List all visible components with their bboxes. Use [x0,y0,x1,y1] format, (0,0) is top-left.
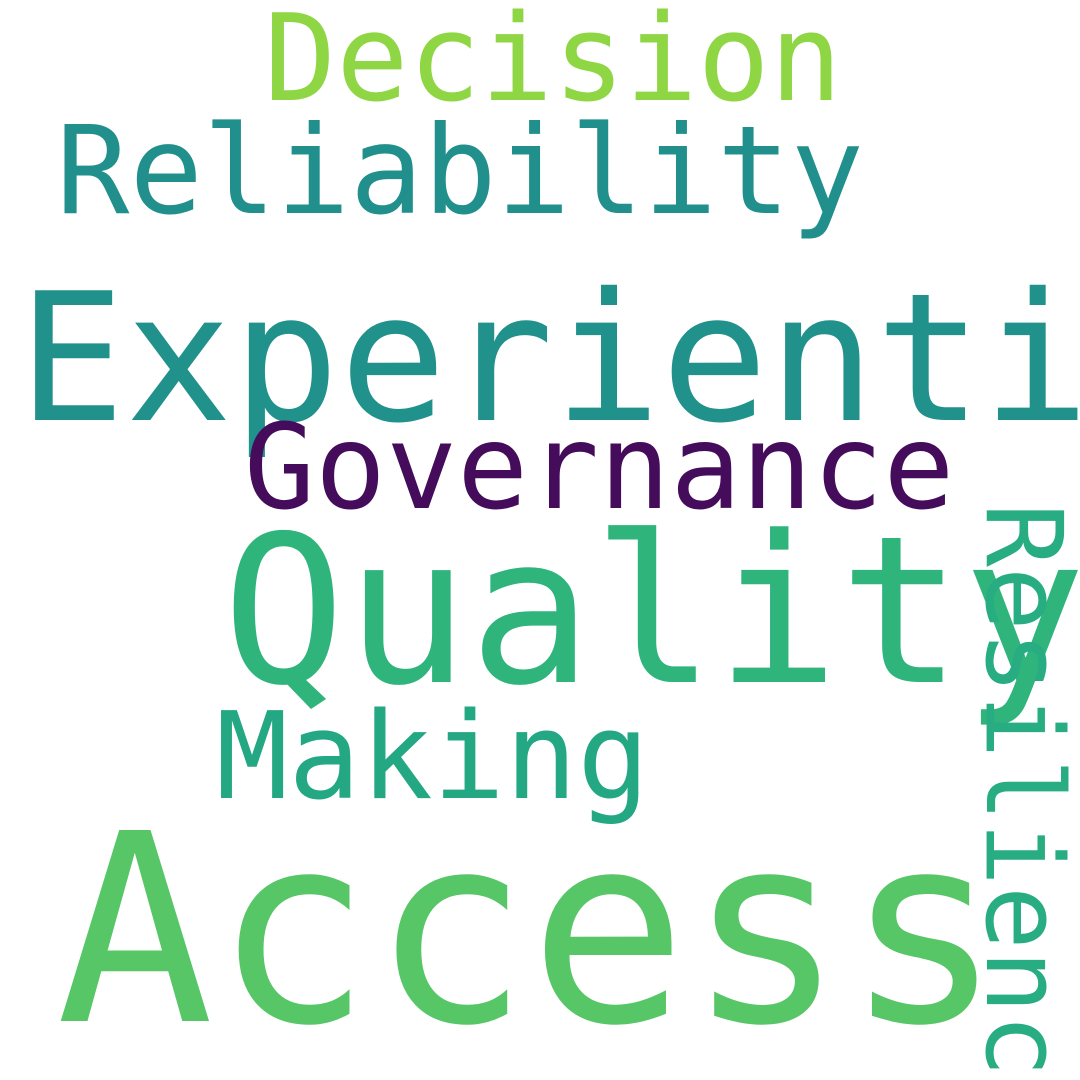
word-resiliency: Resiliency [962,503,1080,1080]
word-quality: Quality [222,493,1080,731]
word-governance: Governance [244,398,955,536]
word-experiential: Experiential [18,255,1080,462]
word-reliability: Reliability [56,100,864,242]
word-making: Making [216,688,650,827]
word-decision: Decision [264,0,842,129]
word-access: Access [56,778,1003,1080]
